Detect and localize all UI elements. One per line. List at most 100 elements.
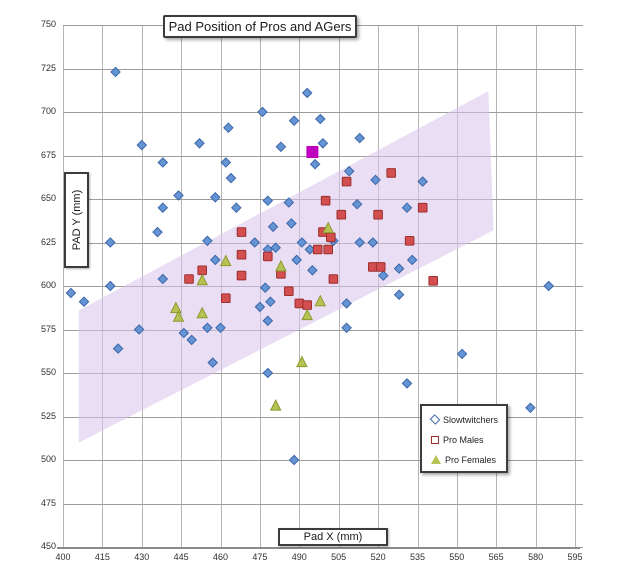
data-point-slowtwitchers [262,195,274,207]
grid-line-horizontal [63,416,583,418]
legend-item-slowtwitchers: Slowtwitchers [429,413,506,426]
data-point-pro-males [197,265,207,276]
y-tick-label: 450 [40,541,56,551]
legend-label: Pro Males [443,434,484,445]
data-point-slowtwitchers [456,348,468,360]
chart-title: Pad Position of Pros and AGers [163,15,357,38]
data-point-pro-females [314,294,327,307]
x-tick-label: 565 [488,552,504,562]
data-point-pro-males [326,232,336,243]
data-point-pro-females [322,221,335,234]
triangle-marker-icon [431,455,441,464]
data-point-slowtwitchers [202,235,213,247]
legend-label: Pro Females [445,454,497,465]
y-tick-label: 550 [40,367,56,377]
data-point-slowtwitchers [354,237,366,248]
square-marker-icon [431,435,439,444]
data-point-slowtwitchers [249,237,261,248]
data-point-slowtwitchers [304,244,316,255]
data-point-pro-males [236,227,247,237]
x-tick-label: 445 [173,552,189,562]
data-point-pro-males [328,274,339,284]
legend-item-pro-males: Pro Males [431,433,506,446]
data-point-pro-males [404,236,415,246]
data-point-pro-males [184,274,194,284]
data-point-slowtwitchers [341,322,352,334]
data-point-pro-males [284,286,294,296]
y-tick-label: 475 [40,497,56,508]
x-tick-label: 430 [134,552,150,562]
data-point-slowtwitchers [417,176,429,187]
data-point-slowtwitchers [283,197,295,208]
data-point-pro-males [221,293,231,303]
data-point-slowtwitchers [104,280,116,292]
plot-canvas [65,66,555,466]
data-point-slowtwitchers [267,221,279,233]
data-point-pro-males [263,251,273,262]
data-point-slowtwitchers [133,324,145,335]
plot-area: Pad X (mm) Slowtwitchers Pro Males Pro F… [63,25,583,548]
x-tick-label: 460 [212,552,229,562]
legend-label: Slowtwitchers [443,414,499,425]
data-point-slowtwitchers [270,242,282,254]
legend-item-pro-females: Pro Females [431,453,506,466]
data-point-pro-males [320,195,331,206]
data-point-slowtwitchers [343,165,355,177]
data-point-pro-females [196,306,209,319]
data-point-slowtwitchers [178,327,190,339]
data-point-slowtwitchers [275,141,287,153]
data-point-slowtwitchers [288,115,300,127]
data-point-pro-males [428,276,438,286]
data-point-pro-males [386,168,396,178]
data-point-slowtwitchers [136,139,148,151]
data-point-slowtwitchers [104,237,116,248]
y-tick-label: 575 [40,323,56,334]
data-point-slowtwitchers [314,113,326,125]
y-tick-label: 650 [40,193,56,203]
data-point-pro-males [236,270,247,281]
data-point-pro-males [417,202,428,213]
data-point-slowtwitchers [288,454,300,466]
data-point-pro-females [275,259,287,272]
data-point-pro-males [341,176,352,187]
data-point-slowtwitchers [230,202,242,214]
x-tick-label: 505 [331,552,347,562]
data-point-slowtwitchers [367,237,379,248]
data-point-slowtwitchers [202,322,213,334]
data-point-slowtwitchers [307,264,318,276]
data-point-pro-females [219,254,232,267]
x-axis-line [57,547,580,549]
data-point-slowtwitchers [401,378,413,389]
data-point-slowtwitchers [286,218,297,229]
data-point-slowtwitchers [291,254,303,266]
data-point-slowtwitchers [354,132,366,144]
data-point-slowtwitchers [110,66,121,78]
data-point-pro-females [196,273,209,286]
data-point-slowtwitchers [301,87,313,99]
grid-line-horizontal [63,503,583,505]
data-point-pro-males [368,262,378,272]
x-tick-label: 580 [528,552,544,562]
y-tick-label: 525 [40,410,56,421]
data-point-pro-males [302,300,312,310]
data-point-pro-males [373,209,383,220]
grid-line-horizontal [63,373,583,374]
y-tick-label: 700 [40,106,56,116]
x-tick-label: 400 [55,552,71,562]
data-point-slowtwitchers [152,226,163,238]
data-point-pro-females [269,398,282,411]
data-point-slowtwitchers [543,280,555,292]
data-point-slowtwitchers [186,334,198,346]
legend: Slowtwitchers Pro Males Pro Females [420,404,508,473]
data-point-pro-females [301,308,314,321]
x-tick-label: 475 [252,552,268,562]
diamond-marker-icon [429,414,441,425]
y-tick-label: 750 [40,19,56,29]
data-point-pro-males [312,244,323,255]
data-point-slowtwitchers [223,122,234,134]
y-axis-label: PAD Y (mm) [64,172,89,268]
data-point-slowtwitchers [254,301,266,313]
data-point-slowtwitchers [393,289,405,301]
x-tick-label: 535 [409,552,426,562]
